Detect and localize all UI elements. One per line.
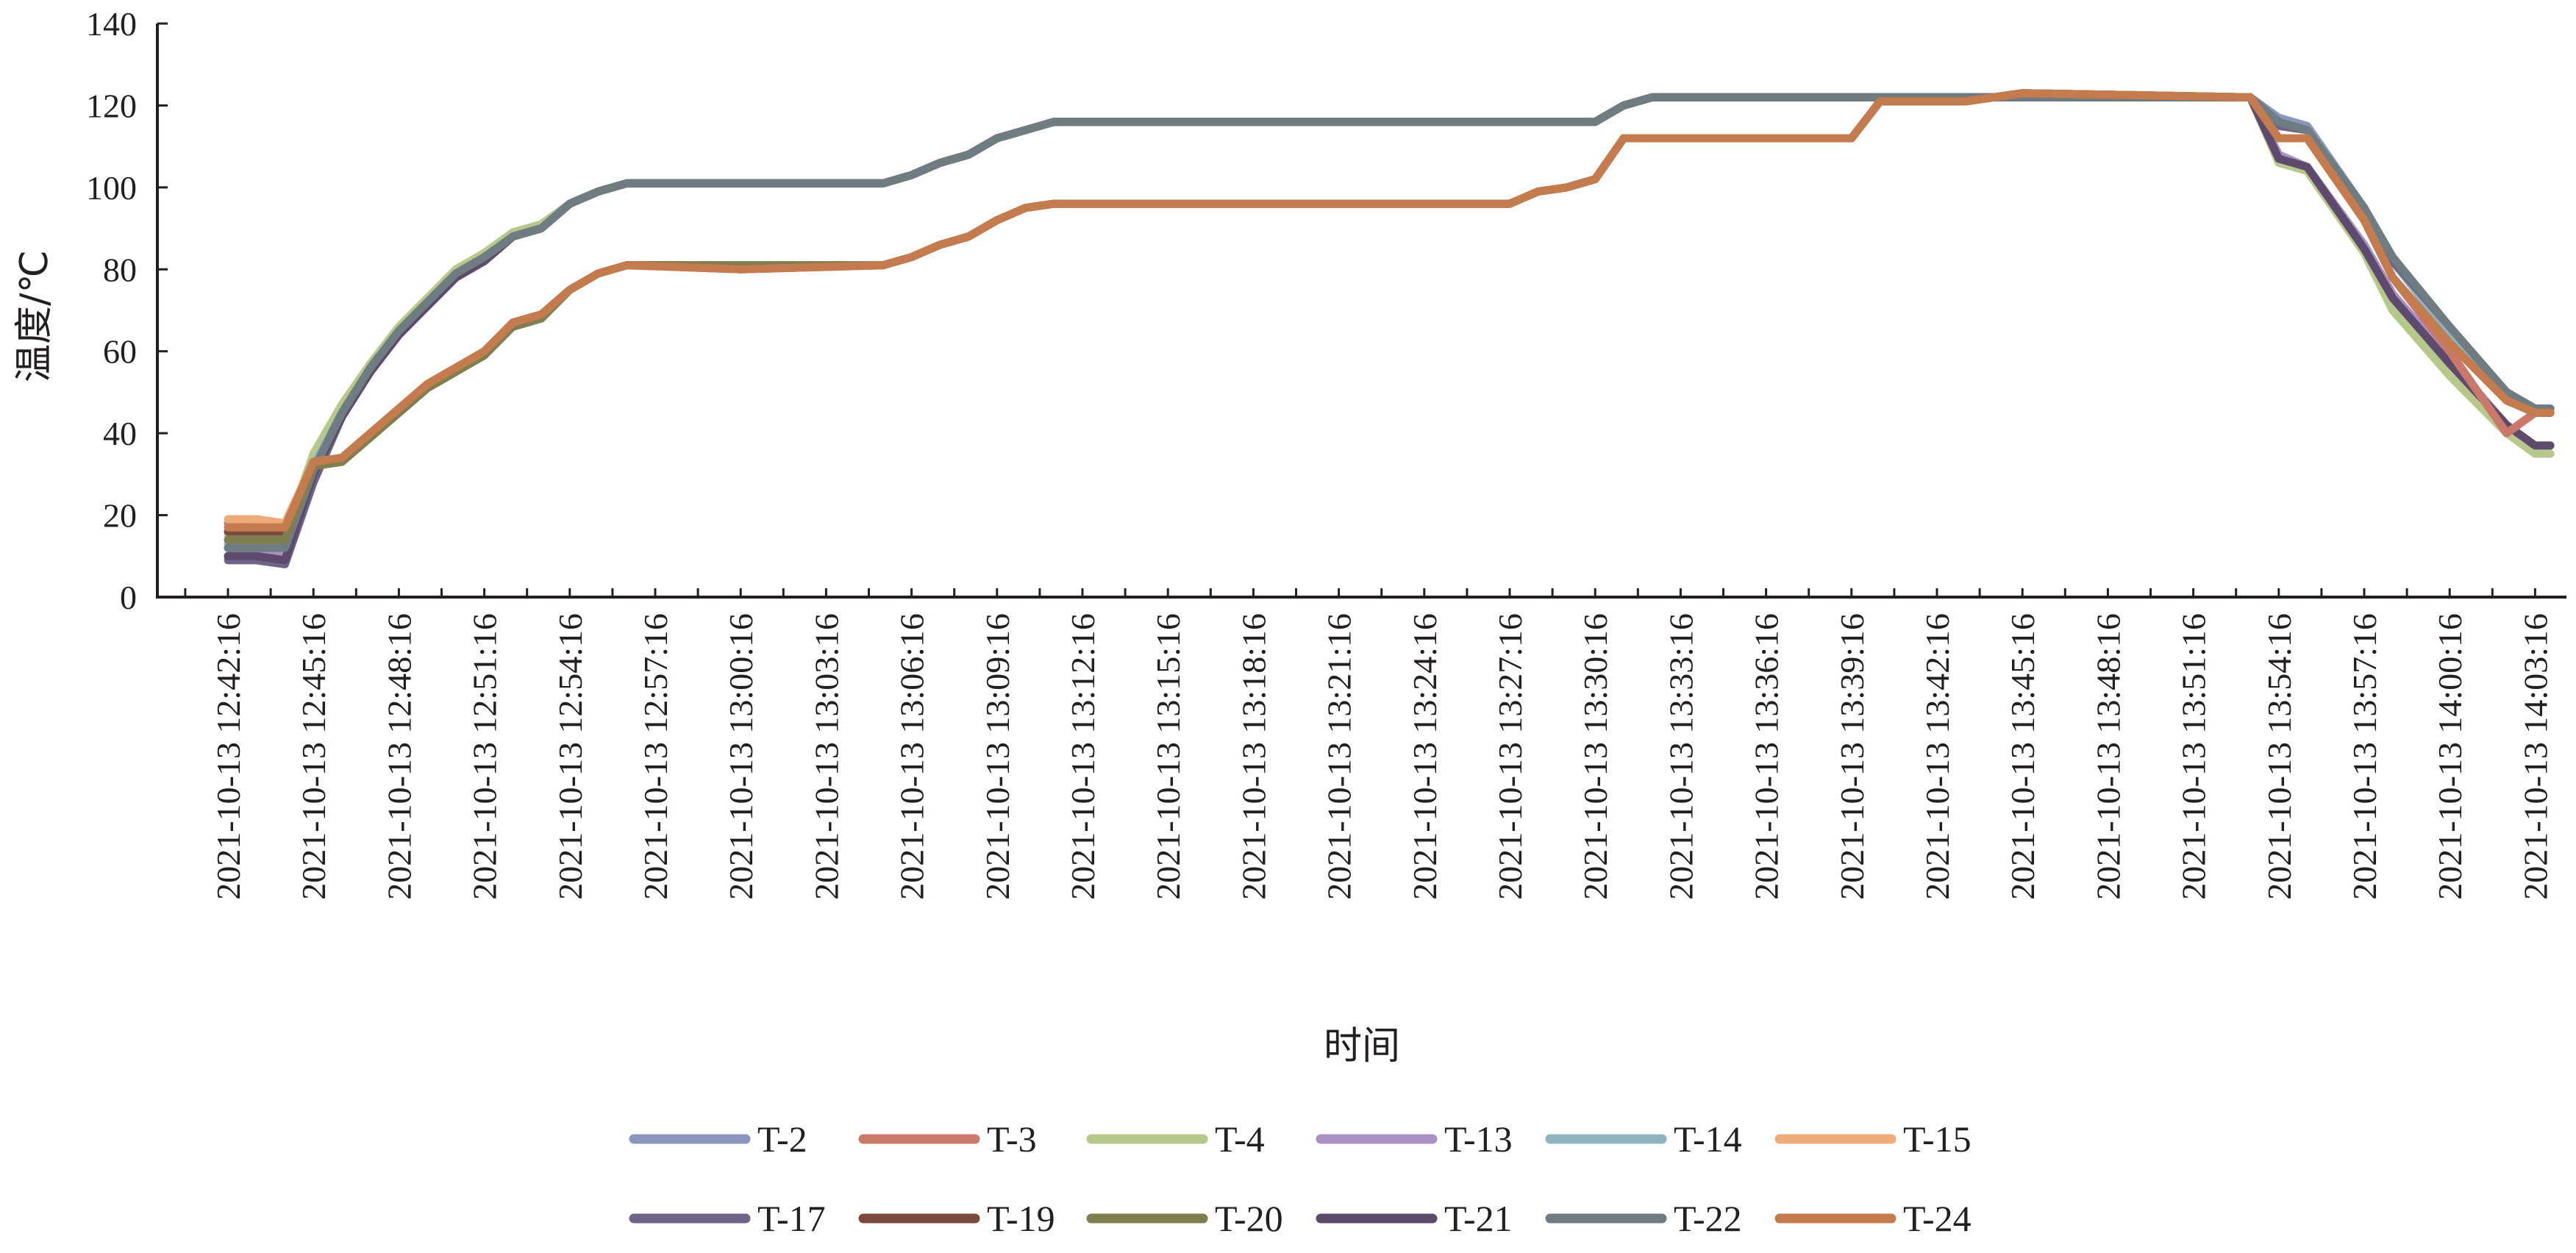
- series-line-t-3: [224, 89, 2555, 532]
- legend-label-t-20: T-20: [1215, 1198, 1283, 1239]
- series-line-t-24: [224, 89, 2555, 532]
- series-line-t-14: [224, 93, 2555, 549]
- x-tick-label: 2021-10-13 13:27:16: [1491, 613, 1529, 900]
- series-line-t-22: [224, 93, 2555, 552]
- y-tick-label: 60: [103, 333, 137, 371]
- series-lines: [224, 89, 2555, 568]
- x-tick-label: 2021-10-13 13:00:16: [722, 613, 760, 900]
- x-tick-label: 2021-10-13 13:15:16: [1149, 613, 1187, 900]
- y-tick-label: 0: [120, 579, 137, 616]
- x-tick-label: 2021-10-13 13:48:16: [2089, 613, 2127, 900]
- legend-label-t-24: T-24: [1903, 1198, 1972, 1239]
- legend-label-t-19: T-19: [987, 1198, 1055, 1239]
- series-line-t-2: [224, 93, 2555, 560]
- x-tick-label: 2021-10-13 13:51:16: [2175, 613, 2213, 900]
- x-axis-title: 时间: [1324, 1024, 1400, 1068]
- x-tick-label: 2021-10-13 13:21:16: [1321, 613, 1358, 900]
- series-line-t-4: [224, 93, 2555, 540]
- x-tick-label: 2021-10-13 14:00:16: [2431, 613, 2469, 900]
- legend-label-t-3: T-3: [987, 1118, 1037, 1160]
- y-tick-label: 100: [86, 169, 137, 207]
- x-tick-label: 2021-10-13 12:57:16: [637, 613, 674, 900]
- x-tick-label: 2021-10-13 13:39:16: [1833, 613, 1871, 900]
- series-line-t-15: [224, 89, 2555, 528]
- legend-label-t-22: T-22: [1674, 1198, 1742, 1239]
- x-tick-label: 2021-10-13 13:18:16: [1235, 613, 1272, 900]
- legend-label-t-2: T-2: [757, 1118, 807, 1160]
- series-line-t-20: [224, 89, 2555, 544]
- x-tick-label: 2021-10-13 12:45:16: [295, 613, 332, 900]
- series-line-t-21: [224, 93, 2555, 565]
- x-tick-label: 2021-10-13 13:42:16: [1919, 613, 1956, 900]
- x-tick-label: 2021-10-13 13:09:16: [979, 613, 1016, 900]
- x-tick-label: 2021-10-13 13:57:16: [2346, 613, 2383, 900]
- legend-label-t-21: T-21: [1444, 1198, 1513, 1239]
- x-tick-label: 2021-10-13 12:42:16: [210, 613, 247, 900]
- legend-label-t-4: T-4: [1215, 1118, 1265, 1160]
- series-line-t-17: [224, 93, 2555, 568]
- legend-label-t-17: T-17: [757, 1198, 826, 1239]
- x-tick-label: 2021-10-13 12:51:16: [466, 613, 504, 900]
- x-tick-label: 2021-10-13 13:54:16: [2261, 613, 2298, 900]
- y-tick-label: 120: [86, 87, 137, 124]
- y-tick-label: 80: [103, 251, 137, 288]
- y-axis-ticks: 0 20 40 60 80 100 120 140: [86, 5, 168, 616]
- legend-label-t-14: T-14: [1674, 1118, 1742, 1160]
- x-tick-label: 2021-10-13 13:03:16: [807, 613, 845, 900]
- y-tick-label: 140: [86, 5, 137, 43]
- x-tick-label: 2021-10-13 13:45:16: [2004, 613, 2041, 900]
- x-tick-label: 2021-10-13 13:33:16: [1662, 613, 1699, 900]
- x-tick-label: 2021-10-13 13:36:16: [1748, 613, 1785, 900]
- legend-label-t-15: T-15: [1903, 1118, 1972, 1160]
- y-axis-title: 温度/℃: [13, 250, 57, 382]
- y-tick-label: 40: [103, 415, 137, 452]
- x-tick-label: 2021-10-13 13:06:16: [893, 613, 931, 900]
- series-line-t-19: [224, 89, 2555, 536]
- legend: T-2 T-3 T-4 T-13 T-14 T-15 T-17 T-19 T-20 T-21 T-2…: [629, 1118, 1972, 1239]
- x-axis-ticks: 2021-10-13 12:42:16 2021-10-13 12:45:16 20…: [184, 588, 2554, 900]
- x-tick-label: 2021-10-13 12:54:16: [552, 613, 589, 900]
- series-line-t-13: [224, 93, 2555, 557]
- y-tick-label: 20: [103, 497, 137, 535]
- x-tick-label: 2021-10-13 14:03:16: [2516, 613, 2554, 900]
- legend-label-t-13: T-13: [1444, 1118, 1513, 1160]
- x-tick-label: 2021-10-13 13:30:16: [1577, 613, 1614, 900]
- x-tick-label: 2021-10-13 12:48:16: [380, 613, 418, 900]
- x-tick-label: 2021-10-13 13:24:16: [1406, 613, 1444, 900]
- x-tick-label: 2021-10-13 13:12:16: [1064, 613, 1102, 900]
